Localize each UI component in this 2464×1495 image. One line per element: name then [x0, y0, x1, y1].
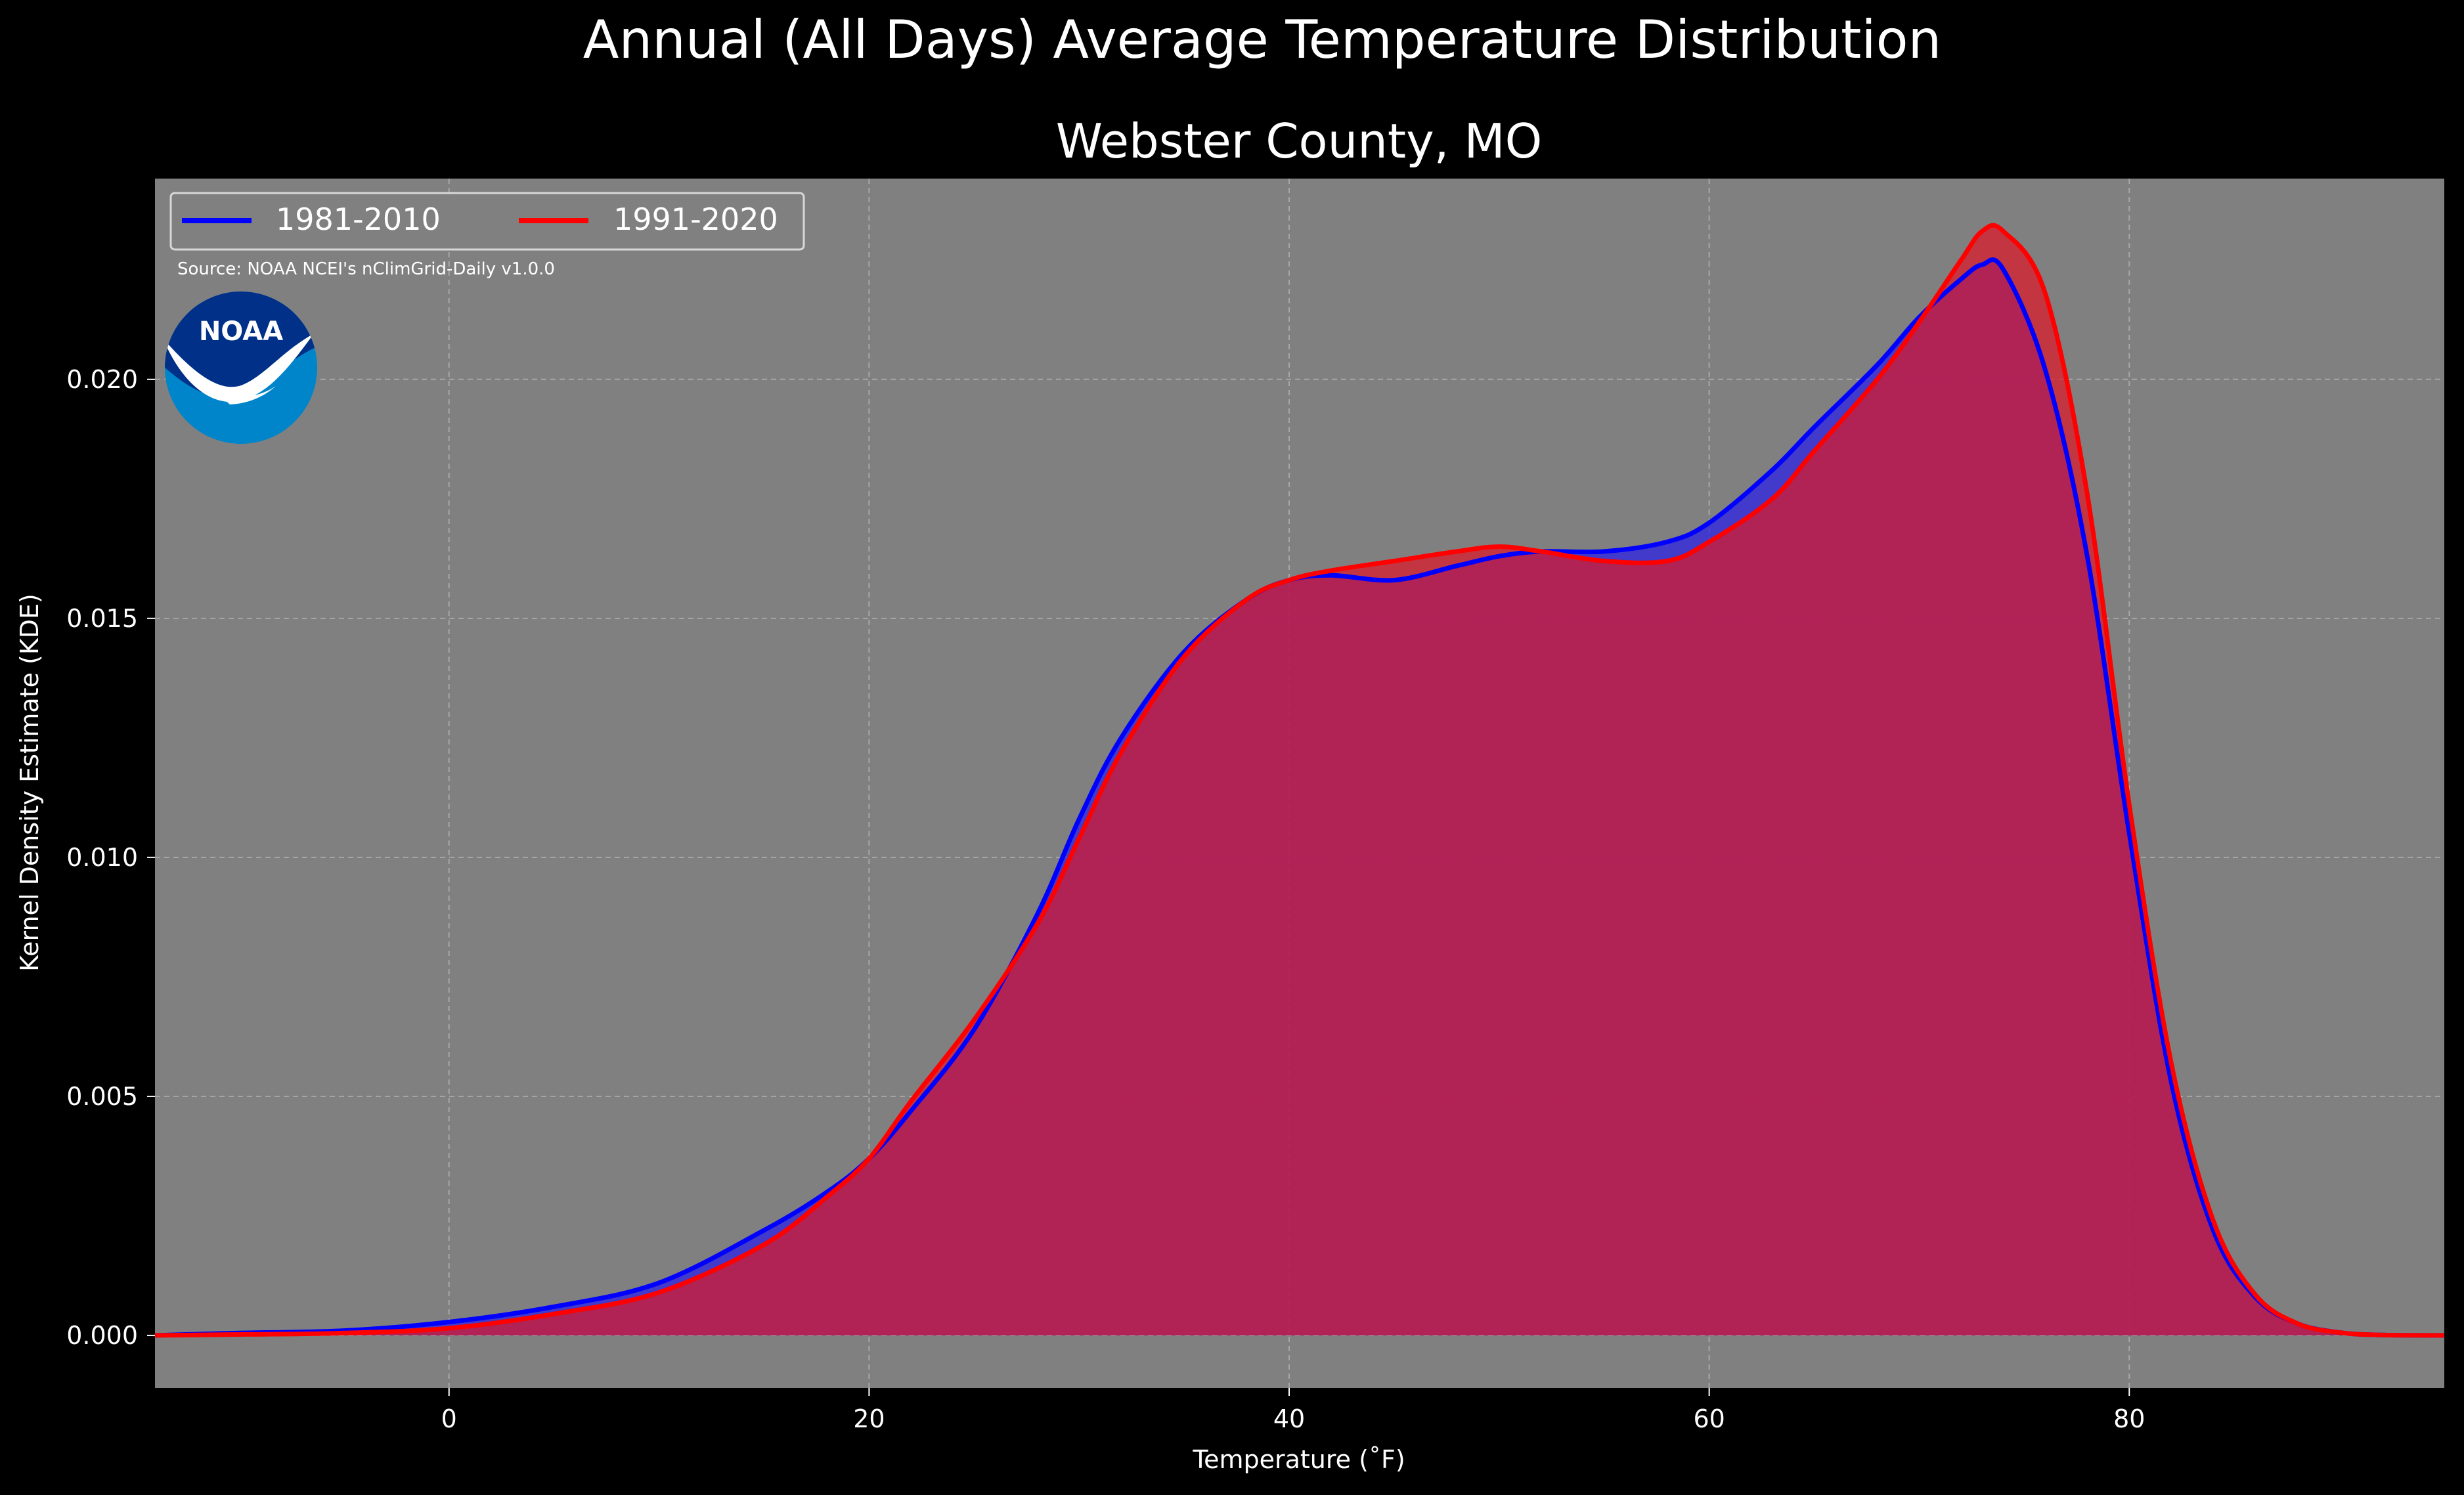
x-tick-label: 60	[1693, 1404, 1725, 1433]
x-tick-label: 40	[1273, 1404, 1305, 1433]
chart-title: Webster County, MO	[1056, 114, 1543, 169]
legend-box	[169, 192, 805, 251]
noaa-logo-text: NOAA	[199, 316, 283, 347]
legend-label-1981-2010: 1981-2010	[276, 202, 441, 237]
x-tick-label: 0	[441, 1404, 457, 1433]
y-tick-label: 0.020	[66, 365, 138, 394]
y-tick-label: 0.010	[66, 843, 138, 872]
x-axis-ticks: 0 20 40 60 80	[441, 1388, 2145, 1433]
x-tick-label: 80	[2113, 1404, 2145, 1433]
area-1991-2020	[155, 225, 2444, 1335]
x-tick-label: 20	[853, 1404, 885, 1433]
x-axis-label: Temperature (˚F)	[1192, 1445, 1405, 1474]
y-tick-label: 0.015	[66, 604, 138, 633]
line-1981-2010	[155, 257, 2444, 1338]
source-note: Source: NOAA NCEI's nClimGrid-Daily v1.0…	[177, 259, 555, 279]
legend: 1981-2010 1991-2020	[169, 192, 805, 251]
chart-suptitle: Annual (All Days) Average Temperature Di…	[583, 9, 1941, 70]
legend-label-1991-2020: 1991-2020	[613, 202, 778, 237]
line-1991-2020	[155, 223, 2444, 1338]
y-axis-label: Kernel Density Estimate (KDE)	[15, 594, 44, 972]
y-tick-label: 0.005	[66, 1082, 138, 1111]
density-areas	[155, 225, 2444, 1335]
density-lines	[155, 223, 2444, 1338]
y-tick-label: 0.000	[66, 1321, 138, 1350]
y-axis-ticks: 0.000 0.005 0.010 0.015 0.020	[66, 365, 155, 1350]
